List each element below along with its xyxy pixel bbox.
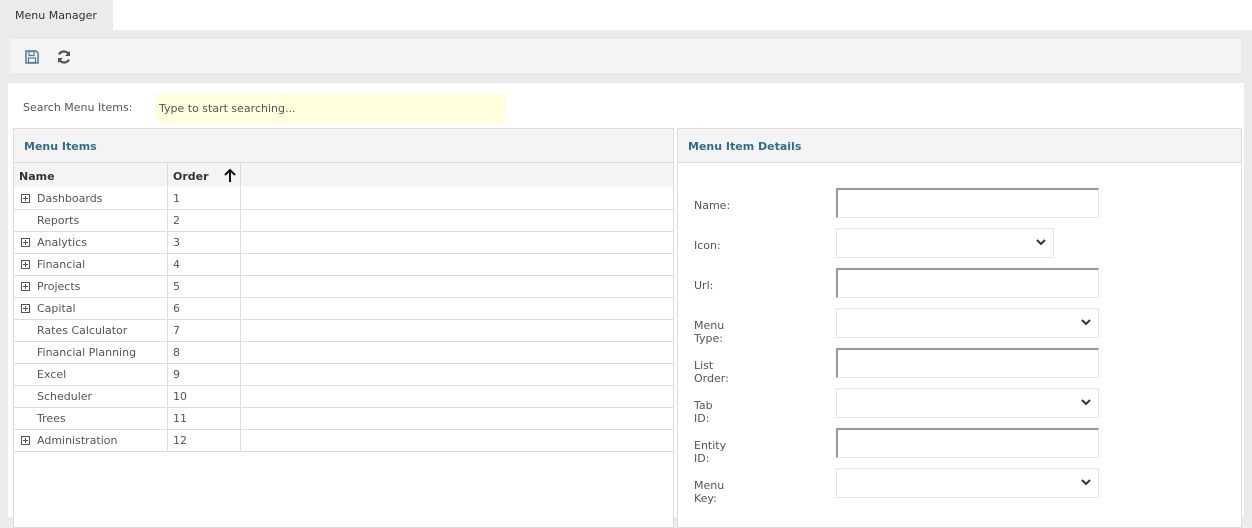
cell-order: 10: [168, 386, 241, 408]
cell-order: 3: [168, 232, 241, 254]
entity-id-input[interactable]: [836, 428, 1099, 458]
menu-items-grid: Dashboards 1 Reports 2 Analytics 3 Finan…: [14, 188, 673, 452]
cell-order: 11: [168, 408, 241, 430]
tab-menu-manager[interactable]: Menu Manager: [0, 0, 113, 30]
table-row[interactable]: Scheduler 10: [14, 386, 673, 408]
details-title: Menu Item Details: [678, 129, 1241, 163]
cell-name-text: Excel: [37, 368, 67, 381]
chevron-down-icon: [1081, 319, 1091, 326]
expand-icon[interactable]: [21, 238, 30, 247]
chevron-down-icon: [1081, 479, 1091, 486]
table-row[interactable]: Analytics 3: [14, 232, 673, 254]
cell-name-text: Reports: [37, 214, 80, 227]
cell-name[interactable]: Financial Planning: [14, 342, 168, 364]
cell-name-text: Scheduler: [37, 390, 93, 403]
menu-type-select[interactable]: [836, 308, 1099, 338]
toolbar: [10, 39, 1241, 73]
field-label: Icon:: [694, 239, 721, 252]
field-label: Url:: [694, 279, 714, 292]
chevron-down-icon: [1036, 239, 1046, 246]
url-input[interactable]: [836, 268, 1099, 298]
table-row[interactable]: Financial Planning 8: [14, 342, 673, 364]
cell-order: 1: [168, 188, 241, 210]
cell-order: 4: [168, 254, 241, 276]
menu-items-title: Menu Items: [14, 129, 673, 163]
cell-name[interactable]: Analytics: [14, 232, 168, 254]
refresh-icon[interactable]: [56, 49, 72, 65]
expand-icon[interactable]: [21, 436, 30, 445]
table-row[interactable]: Projects 5: [14, 276, 673, 298]
table-row[interactable]: Administration 12: [14, 430, 673, 452]
list-order-input[interactable]: [836, 348, 1099, 378]
cell-name-text: Projects: [37, 280, 81, 293]
cell-order: 6: [168, 298, 241, 320]
save-icon[interactable]: [24, 49, 40, 65]
field-label: Entity ID:: [694, 439, 727, 465]
menu-items-panel: Menu Items Name Order Dashboards 1 Repor…: [13, 128, 674, 528]
tab-bar: Menu Manager: [0, 0, 1252, 30]
expand-icon[interactable]: [21, 260, 30, 269]
icon-select[interactable]: [836, 228, 1054, 258]
cell-name[interactable]: Scheduler: [14, 386, 168, 408]
cell-name-text: Administration: [37, 434, 118, 447]
field-label: Menu Key:: [694, 479, 725, 505]
menu-item-details-panel: Menu Item Details Name: Icon: Url: Menu Typ…: [677, 128, 1242, 528]
cell-name[interactable]: Trees: [14, 408, 168, 430]
table-row[interactable]: Excel 9: [14, 364, 673, 386]
cell-order: 7: [168, 320, 241, 342]
cell-name[interactable]: Reports: [14, 210, 168, 232]
cell-name[interactable]: Administration: [14, 430, 168, 452]
cell-name-text: Analytics: [37, 236, 87, 249]
expand-icon[interactable]: [21, 282, 30, 291]
cell-name-text: Capital: [37, 302, 76, 315]
search-input[interactable]: [156, 93, 506, 123]
name-input[interactable]: [836, 188, 1099, 218]
search-label: Search Menu Items:: [23, 101, 133, 114]
cell-name-text: Trees: [37, 412, 66, 425]
cell-name[interactable]: Rates Calculator: [14, 320, 168, 342]
cell-name-text: Financial Planning: [37, 346, 137, 359]
cell-name[interactable]: Dashboards: [14, 188, 168, 210]
column-header-order-label: Order: [173, 170, 209, 183]
grid-header: Name Order: [14, 163, 673, 188]
cell-name-text: Financial: [37, 258, 86, 271]
cell-name[interactable]: Financial: [14, 254, 168, 276]
field-label: Menu Type:: [694, 319, 725, 345]
column-header-name[interactable]: Name: [14, 163, 168, 188]
cell-name-text: Dashboards: [37, 192, 103, 205]
cell-order: 2: [168, 210, 241, 232]
cell-order: 5: [168, 276, 241, 298]
expand-icon[interactable]: [21, 194, 30, 203]
field-label: Name:: [694, 199, 731, 212]
cell-order: 9: [168, 364, 241, 386]
chevron-down-icon: [1081, 399, 1091, 406]
cell-order: 12: [168, 430, 241, 452]
table-row[interactable]: Reports 2: [14, 210, 673, 232]
sort-ascending-icon[interactable]: [223, 167, 237, 183]
table-row[interactable]: Trees 11: [14, 408, 673, 430]
cell-name[interactable]: Excel: [14, 364, 168, 386]
tab-id-select[interactable]: [836, 388, 1099, 418]
table-row[interactable]: Dashboards 1: [14, 188, 673, 210]
expand-icon[interactable]: [21, 304, 30, 313]
cell-order: 8: [168, 342, 241, 364]
field-label: List Order:: [694, 359, 729, 385]
column-header-order[interactable]: Order: [168, 163, 241, 188]
table-row[interactable]: Rates Calculator 7: [14, 320, 673, 342]
cell-name[interactable]: Projects: [14, 276, 168, 298]
table-row[interactable]: Capital 6: [14, 298, 673, 320]
table-row[interactable]: Financial 4: [14, 254, 673, 276]
field-label: Tab ID:: [694, 399, 713, 425]
cell-name[interactable]: Capital: [14, 298, 168, 320]
menu-key-select[interactable]: [836, 468, 1099, 498]
main-content: Search Menu Items: Menu Items Name Order…: [8, 83, 1244, 528]
cell-name-text: Rates Calculator: [37, 324, 128, 337]
